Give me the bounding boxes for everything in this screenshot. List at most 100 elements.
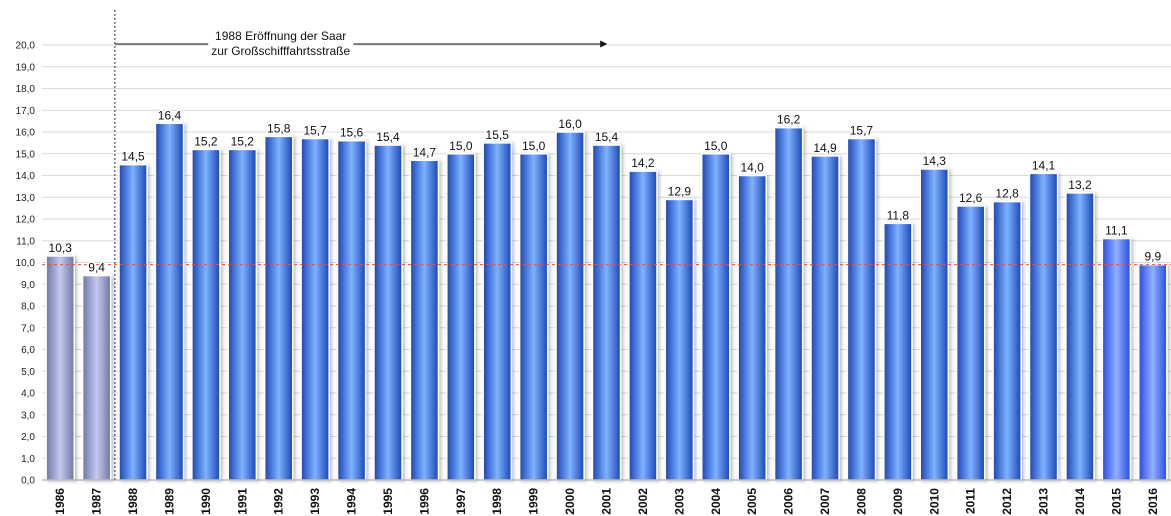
value-label-2004: 15,0 — [704, 139, 728, 153]
y-tick-label: 13,0 — [16, 193, 36, 204]
y-tick-label: 0,0 — [21, 476, 35, 487]
value-label-2011: 12,6 — [959, 191, 983, 205]
value-label-2016: 9,9 — [1144, 250, 1161, 264]
y-tick-label: 10,0 — [16, 258, 36, 269]
y-tick-label: 16,0 — [16, 128, 36, 139]
annotation-text-backdrop — [208, 28, 354, 59]
bars — [45, 122, 1168, 481]
x-tick-label-2004: 2004 — [709, 488, 723, 515]
y-tick-label: 6,0 — [21, 345, 35, 356]
annotation-line-1: 1988 Eröffnung der Saar — [215, 29, 346, 43]
bar-2005 — [737, 174, 767, 481]
bar-1987 — [81, 274, 112, 481]
value-label-1995: 15,4 — [376, 130, 400, 144]
value-label-1998: 15,5 — [486, 128, 510, 142]
bar-1986 — [45, 255, 75, 481]
bar-2007 — [810, 155, 840, 481]
x-tick-label-2015: 2015 — [1109, 488, 1123, 515]
value-label-1986: 10,3 — [49, 241, 73, 255]
bar-1989 — [154, 122, 185, 481]
y-tick-label: 2,0 — [21, 432, 35, 443]
y-tick-label: 5,0 — [21, 367, 35, 378]
x-tick-label-1999: 1999 — [527, 488, 541, 515]
value-label-1990: 15,2 — [194, 134, 218, 148]
bar-2001 — [591, 144, 622, 481]
bar-2003 — [664, 198, 695, 481]
value-label-1992: 15,8 — [267, 121, 291, 135]
value-label-1997: 15,0 — [449, 139, 473, 153]
x-tick-label-2011: 2011 — [964, 488, 978, 514]
x-tick-label-1996: 1996 — [417, 488, 431, 515]
bar-1992 — [263, 135, 294, 481]
x-tick-label-1991: 1991 — [235, 488, 249, 515]
x-tick-label-1989: 1989 — [162, 488, 176, 515]
value-label-2012: 12,8 — [995, 187, 1019, 201]
value-label-1989: 16,4 — [158, 108, 182, 122]
x-tick-label-2001: 2001 — [600, 488, 614, 515]
x-tick-label-1988: 1988 — [126, 488, 140, 515]
bar-2015 — [1101, 237, 1132, 481]
x-tick-label-1998: 1998 — [490, 488, 504, 515]
y-tick-label: 1,0 — [21, 454, 35, 465]
bar-1991 — [227, 148, 258, 481]
bar-2012 — [992, 200, 1022, 481]
bar-1999 — [518, 153, 549, 481]
value-label-1993: 15,7 — [303, 124, 327, 138]
x-tick-label-1993: 1993 — [308, 488, 322, 515]
x-tick-label-2014: 2014 — [1073, 488, 1087, 515]
value-label-1994: 15,6 — [340, 126, 364, 140]
y-tick-label: 18,0 — [16, 84, 36, 95]
y-tick-label: 14,0 — [16, 171, 36, 182]
x-tick-label-2006: 2006 — [782, 488, 796, 515]
bar-1996 — [409, 159, 440, 481]
value-label-2005: 14,0 — [740, 161, 764, 175]
value-label-2013: 14,1 — [1032, 158, 1056, 172]
value-label-2000: 16,0 — [558, 117, 582, 131]
x-tick-label-2016: 2016 — [1146, 488, 1160, 515]
x-tick-label-2002: 2002 — [636, 488, 650, 515]
x-tick-label-2010: 2010 — [927, 488, 941, 515]
bar-2013 — [1028, 172, 1059, 481]
value-label-2009: 11,8 — [887, 208, 910, 222]
y-tick-label: 15,0 — [16, 149, 36, 160]
y-tick-label: 9,0 — [21, 280, 35, 291]
x-tick-label-2008: 2008 — [854, 488, 868, 515]
x-axis-ticks: 1986 1987 1988 1989 1990 1991 1992 1993 1994 1995… — [53, 488, 1160, 515]
bar-2011 — [955, 205, 986, 481]
annotation-line-2: zur Großschifffahrtsstraße — [211, 44, 350, 58]
annotation: 1988 Eröffnung der Saar zur Großschifffa… — [114, 10, 608, 480]
x-tick-label-2012: 2012 — [1000, 488, 1014, 515]
bar-2008 — [846, 137, 877, 481]
y-tick-label: 11,0 — [16, 236, 35, 247]
bar-1995 — [373, 144, 403, 481]
x-tick-label-1994: 1994 — [345, 488, 359, 515]
x-tick-label-2013: 2013 — [1037, 488, 1051, 515]
bar-1997 — [446, 153, 476, 481]
value-label-1999: 15,0 — [522, 139, 546, 153]
x-tick-label-1986: 1986 — [53, 488, 67, 515]
bar-2016 — [1138, 263, 1168, 481]
value-label-1996: 14,7 — [413, 145, 437, 159]
x-tick-label-1992: 1992 — [272, 488, 286, 515]
x-tick-label-2003: 2003 — [672, 488, 686, 515]
value-labels: 10,3 9,4 14,5 16,4 15,2 15,2 15,8 15,7 15,6 15,4 1… — [47, 107, 1162, 276]
y-tick-label: 12,0 — [16, 215, 36, 226]
value-label-1987: 9,4 — [88, 261, 105, 275]
value-label-2015: 11,1 — [1105, 224, 1128, 238]
bar-2002 — [628, 170, 658, 481]
bar-2014 — [1065, 192, 1095, 481]
bar-2000 — [555, 131, 585, 481]
y-tick-label: 4,0 — [21, 389, 35, 400]
x-tick-label-2007: 2007 — [818, 488, 832, 515]
bar-1988 — [118, 163, 148, 481]
bar-2010 — [919, 168, 950, 481]
y-tick-label: 17,0 — [16, 106, 36, 117]
x-tick-label-1987: 1987 — [90, 488, 104, 515]
bar-1993 — [300, 137, 330, 481]
x-tick-label-1990: 1990 — [199, 488, 213, 515]
value-label-2008: 15,7 — [850, 124, 874, 138]
y-axis-ticks: 0,0 1,0 2,0 3,0 4,0 5,0 6,0 7,0 8,0 9,0 10,0 11,0 12… — [16, 41, 36, 487]
value-label-2010: 14,3 — [923, 154, 947, 168]
value-label-2003: 12,9 — [668, 184, 692, 198]
